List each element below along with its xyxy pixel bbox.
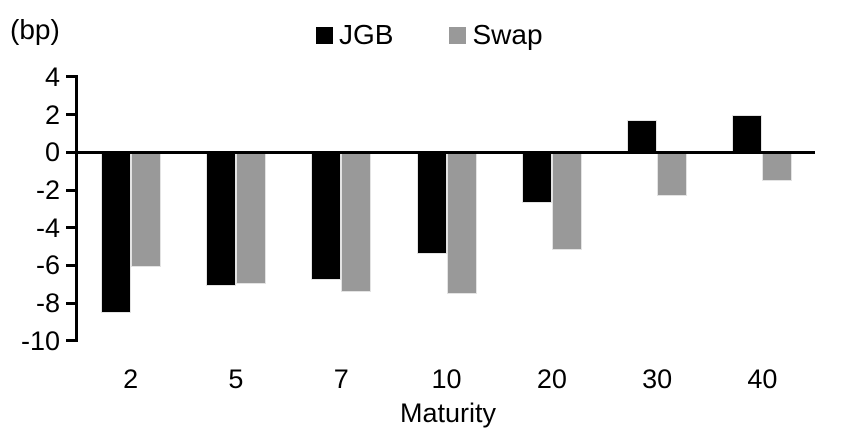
- bar-jgb-20: [521, 152, 552, 204]
- bar-swap-10: [446, 152, 477, 294]
- legend-label-swap: Swap: [472, 19, 543, 50]
- zero-baseline: [75, 151, 815, 154]
- bar-jgb-7: [311, 152, 342, 281]
- y-tick-mark--4: [66, 226, 78, 230]
- bar-swap-7: [341, 152, 372, 292]
- x-tick-label-7: 7: [333, 364, 349, 394]
- legend-label-jgb: JGB: [339, 19, 394, 50]
- y-tick-mark--8: [66, 301, 78, 305]
- bar-swap-2: [130, 152, 161, 268]
- y-tick-label-4: 4: [44, 61, 60, 92]
- y-tick-mark--2: [66, 188, 78, 192]
- chart-legend: JGB Swap: [316, 20, 543, 50]
- y-axis-unit-label: (bp): [10, 14, 60, 45]
- y-tick-label-2: 2: [44, 99, 60, 130]
- bar-jgb-40: [732, 114, 763, 153]
- x-tick-label-2: 2: [123, 364, 139, 394]
- bar-jgb-2: [100, 152, 131, 313]
- y-tick-label--6: -6: [35, 250, 60, 281]
- bar-swap-30: [657, 152, 688, 196]
- y-tick-label--10: -10: [20, 325, 60, 356]
- bar-jgb-30: [627, 120, 658, 153]
- legend-item-swap: Swap: [449, 19, 543, 50]
- x-tick-label-20: 20: [536, 364, 567, 394]
- y-tick-label--2: -2: [35, 175, 60, 205]
- bar-jgb-5: [205, 152, 236, 287]
- y-tick-mark-4: [66, 75, 78, 79]
- y-tick-mark--6: [66, 263, 78, 267]
- y-axis-line: [75, 75, 78, 342]
- legend-swatch-swap-icon: [449, 26, 467, 44]
- x-tick-label-10: 10: [431, 364, 462, 394]
- y-tick-mark--10: [66, 339, 78, 343]
- x-tick-label-40: 40: [747, 364, 778, 394]
- bar-swap-20: [551, 152, 582, 251]
- y-tick-mark-0: [66, 150, 78, 154]
- bar-jgb-10: [416, 152, 447, 255]
- legend-swatch-jgb-icon: [316, 26, 333, 44]
- bar-swap-40: [762, 152, 793, 181]
- legend-item-jgb: JGB: [316, 20, 393, 50]
- bar-swap-5: [235, 152, 266, 285]
- x-tick-label-5: 5: [228, 364, 244, 394]
- y-tick-label-0: 0: [44, 137, 60, 168]
- y-tick-label--8: -8: [35, 288, 60, 319]
- x-tick-label-30: 30: [642, 364, 673, 394]
- x-axis-title: Maturity: [399, 398, 497, 428]
- y-tick-label--4: -4: [35, 212, 60, 243]
- y-tick-mark-2: [66, 113, 78, 117]
